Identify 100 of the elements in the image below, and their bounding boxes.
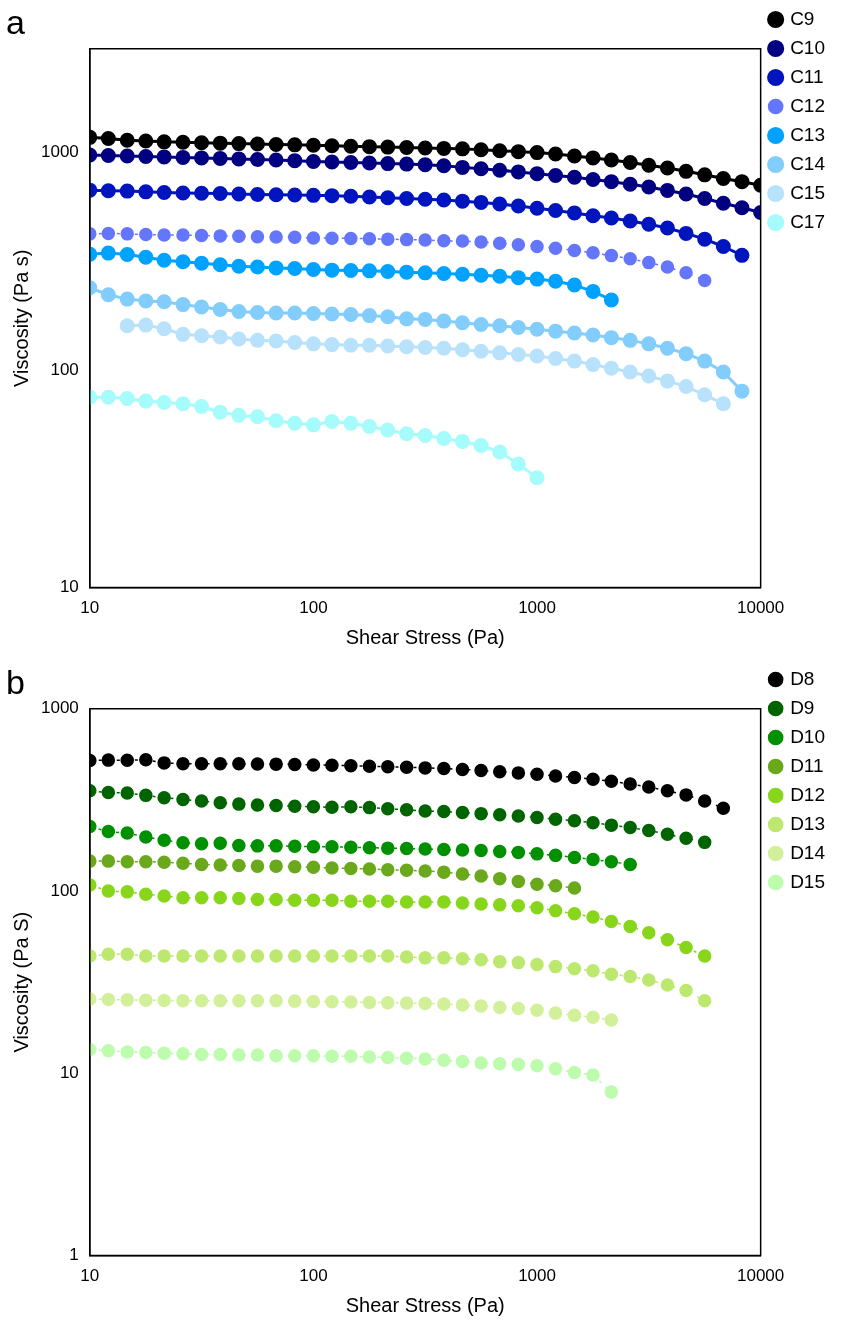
point bbox=[287, 187, 303, 203]
point bbox=[455, 1054, 470, 1069]
point bbox=[194, 150, 210, 166]
point bbox=[194, 949, 209, 963]
point bbox=[119, 318, 135, 334]
point bbox=[622, 155, 638, 171]
point bbox=[343, 307, 359, 323]
x-tick-label: 10 bbox=[80, 1266, 100, 1286]
point bbox=[454, 266, 470, 282]
point bbox=[567, 243, 582, 258]
point bbox=[381, 862, 395, 877]
point bbox=[529, 166, 545, 182]
point bbox=[344, 995, 358, 1009]
point bbox=[697, 167, 713, 183]
point bbox=[305, 306, 321, 322]
point bbox=[492, 844, 507, 859]
point bbox=[418, 842, 432, 856]
point bbox=[659, 373, 675, 389]
point bbox=[399, 950, 414, 964]
point bbox=[268, 260, 284, 276]
point bbox=[436, 266, 452, 282]
point bbox=[566, 277, 582, 293]
point bbox=[473, 343, 489, 359]
point bbox=[399, 841, 414, 856]
point bbox=[492, 318, 508, 334]
point bbox=[679, 831, 693, 845]
point bbox=[287, 415, 303, 431]
point bbox=[156, 185, 172, 201]
point bbox=[250, 798, 265, 812]
point bbox=[344, 949, 358, 963]
y-tick-label: 1000 bbox=[40, 698, 79, 718]
point bbox=[492, 764, 507, 779]
point bbox=[567, 1008, 582, 1023]
point bbox=[362, 894, 377, 908]
point bbox=[288, 757, 302, 772]
point bbox=[436, 430, 452, 446]
point bbox=[212, 329, 228, 345]
point bbox=[249, 304, 265, 320]
point bbox=[381, 995, 395, 1010]
point bbox=[194, 994, 209, 1008]
point bbox=[437, 842, 451, 857]
point bbox=[641, 368, 657, 384]
point bbox=[325, 840, 339, 854]
point bbox=[343, 155, 359, 171]
point bbox=[418, 895, 432, 909]
point bbox=[362, 995, 377, 1010]
point bbox=[511, 1001, 526, 1016]
point bbox=[249, 409, 265, 425]
point bbox=[474, 897, 488, 911]
point bbox=[361, 139, 377, 155]
point bbox=[659, 220, 675, 236]
point bbox=[529, 321, 545, 337]
point bbox=[306, 893, 321, 908]
point bbox=[120, 1045, 134, 1059]
point bbox=[623, 857, 637, 872]
point bbox=[548, 1006, 563, 1020]
point bbox=[622, 332, 638, 348]
point bbox=[399, 339, 415, 355]
point bbox=[697, 273, 712, 288]
legend-label: C10 bbox=[790, 36, 825, 58]
point bbox=[548, 848, 563, 863]
point bbox=[287, 334, 303, 350]
point bbox=[474, 999, 488, 1013]
point bbox=[175, 254, 191, 270]
point bbox=[586, 1010, 600, 1025]
point bbox=[269, 839, 283, 853]
point bbox=[679, 940, 693, 955]
point bbox=[119, 246, 135, 262]
point bbox=[511, 766, 526, 780]
point bbox=[437, 1053, 451, 1067]
legend-label: D8 bbox=[790, 667, 815, 689]
point bbox=[194, 399, 210, 415]
point bbox=[678, 346, 694, 362]
point bbox=[399, 895, 414, 909]
point bbox=[566, 205, 582, 221]
point bbox=[510, 198, 526, 214]
x-tick-label: 1000 bbox=[518, 1266, 556, 1286]
point bbox=[250, 994, 265, 1008]
point bbox=[213, 229, 227, 243]
point bbox=[548, 273, 564, 289]
point bbox=[269, 230, 283, 244]
point bbox=[660, 827, 675, 841]
point bbox=[417, 191, 433, 207]
point bbox=[548, 146, 564, 162]
point bbox=[232, 1048, 246, 1062]
point bbox=[417, 340, 433, 356]
point bbox=[324, 337, 340, 353]
point bbox=[417, 140, 433, 156]
point bbox=[100, 183, 116, 199]
point bbox=[139, 227, 153, 242]
point bbox=[156, 252, 172, 268]
point bbox=[529, 271, 545, 287]
point bbox=[603, 174, 619, 190]
point bbox=[678, 163, 694, 179]
point bbox=[194, 299, 210, 315]
legend-label: C12 bbox=[790, 94, 825, 116]
point bbox=[473, 438, 489, 454]
point bbox=[585, 172, 601, 187]
point bbox=[194, 135, 210, 151]
chart-title: b bbox=[6, 662, 25, 701]
